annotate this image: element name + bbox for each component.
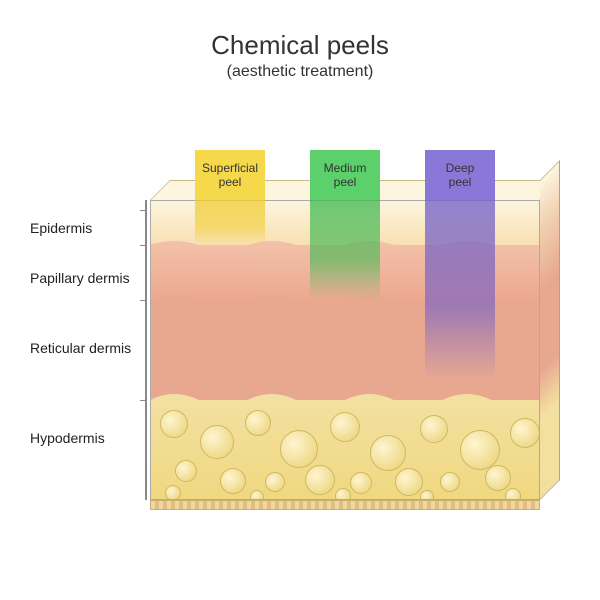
hypodermis-cell — [265, 472, 285, 492]
hypodermis-cell — [165, 485, 181, 501]
diagram-title: Chemical peels — [0, 30, 600, 61]
layer-label-epidermis: Epidermis — [30, 220, 145, 236]
peel-depth-bar — [310, 200, 380, 300]
hypodermis-cell — [370, 435, 406, 471]
hypodermis-cell — [305, 465, 335, 495]
hypodermis-cell — [160, 410, 188, 438]
hypodermis-cell — [220, 468, 246, 494]
hypodermis-cell — [460, 430, 500, 470]
hypodermis-cell — [330, 412, 360, 442]
peel-depth-bar — [195, 200, 265, 245]
peel-flag: Mediumpeel — [310, 150, 380, 200]
peel-depth-bar — [425, 200, 495, 380]
hypodermis-cell — [175, 460, 197, 482]
hypodermis-cell — [510, 418, 540, 448]
hypodermis-cell — [245, 410, 271, 436]
peel-flag: Superficialpeel — [195, 150, 265, 200]
diagram-subtitle: (aesthetic treatment) — [0, 63, 600, 81]
hypodermis-cell — [420, 415, 448, 443]
axis-tick — [140, 300, 147, 301]
hypodermis-cell — [440, 472, 460, 492]
axis-tick — [140, 210, 147, 211]
peel-superficial-peel: Superficialpeel — [195, 150, 265, 245]
peel-deep-peel: Deeppeel — [425, 150, 495, 380]
layer-label-reticular-dermis: Reticular dermis — [30, 340, 145, 356]
hypodermis-cell — [200, 425, 234, 459]
hypodermis-cell — [350, 472, 372, 494]
peel-medium-peel: Mediumpeel — [310, 150, 380, 300]
axis-tick — [140, 245, 147, 246]
skin-diagram: Epidermis Papillary dermis Reticular dermi… — [30, 100, 570, 560]
hypodermis-cell — [280, 430, 318, 468]
side-face — [540, 160, 560, 500]
hypodermis-cell — [485, 465, 511, 491]
peel-flag: Deeppeel — [425, 150, 495, 200]
bottom-strip — [150, 500, 540, 510]
layer-label-papillary-dermis: Papillary dermis — [30, 270, 145, 286]
axis-tick — [140, 400, 147, 401]
hypodermis-cell — [395, 468, 423, 496]
layer-label-hypodermis: Hypodermis — [30, 430, 145, 446]
